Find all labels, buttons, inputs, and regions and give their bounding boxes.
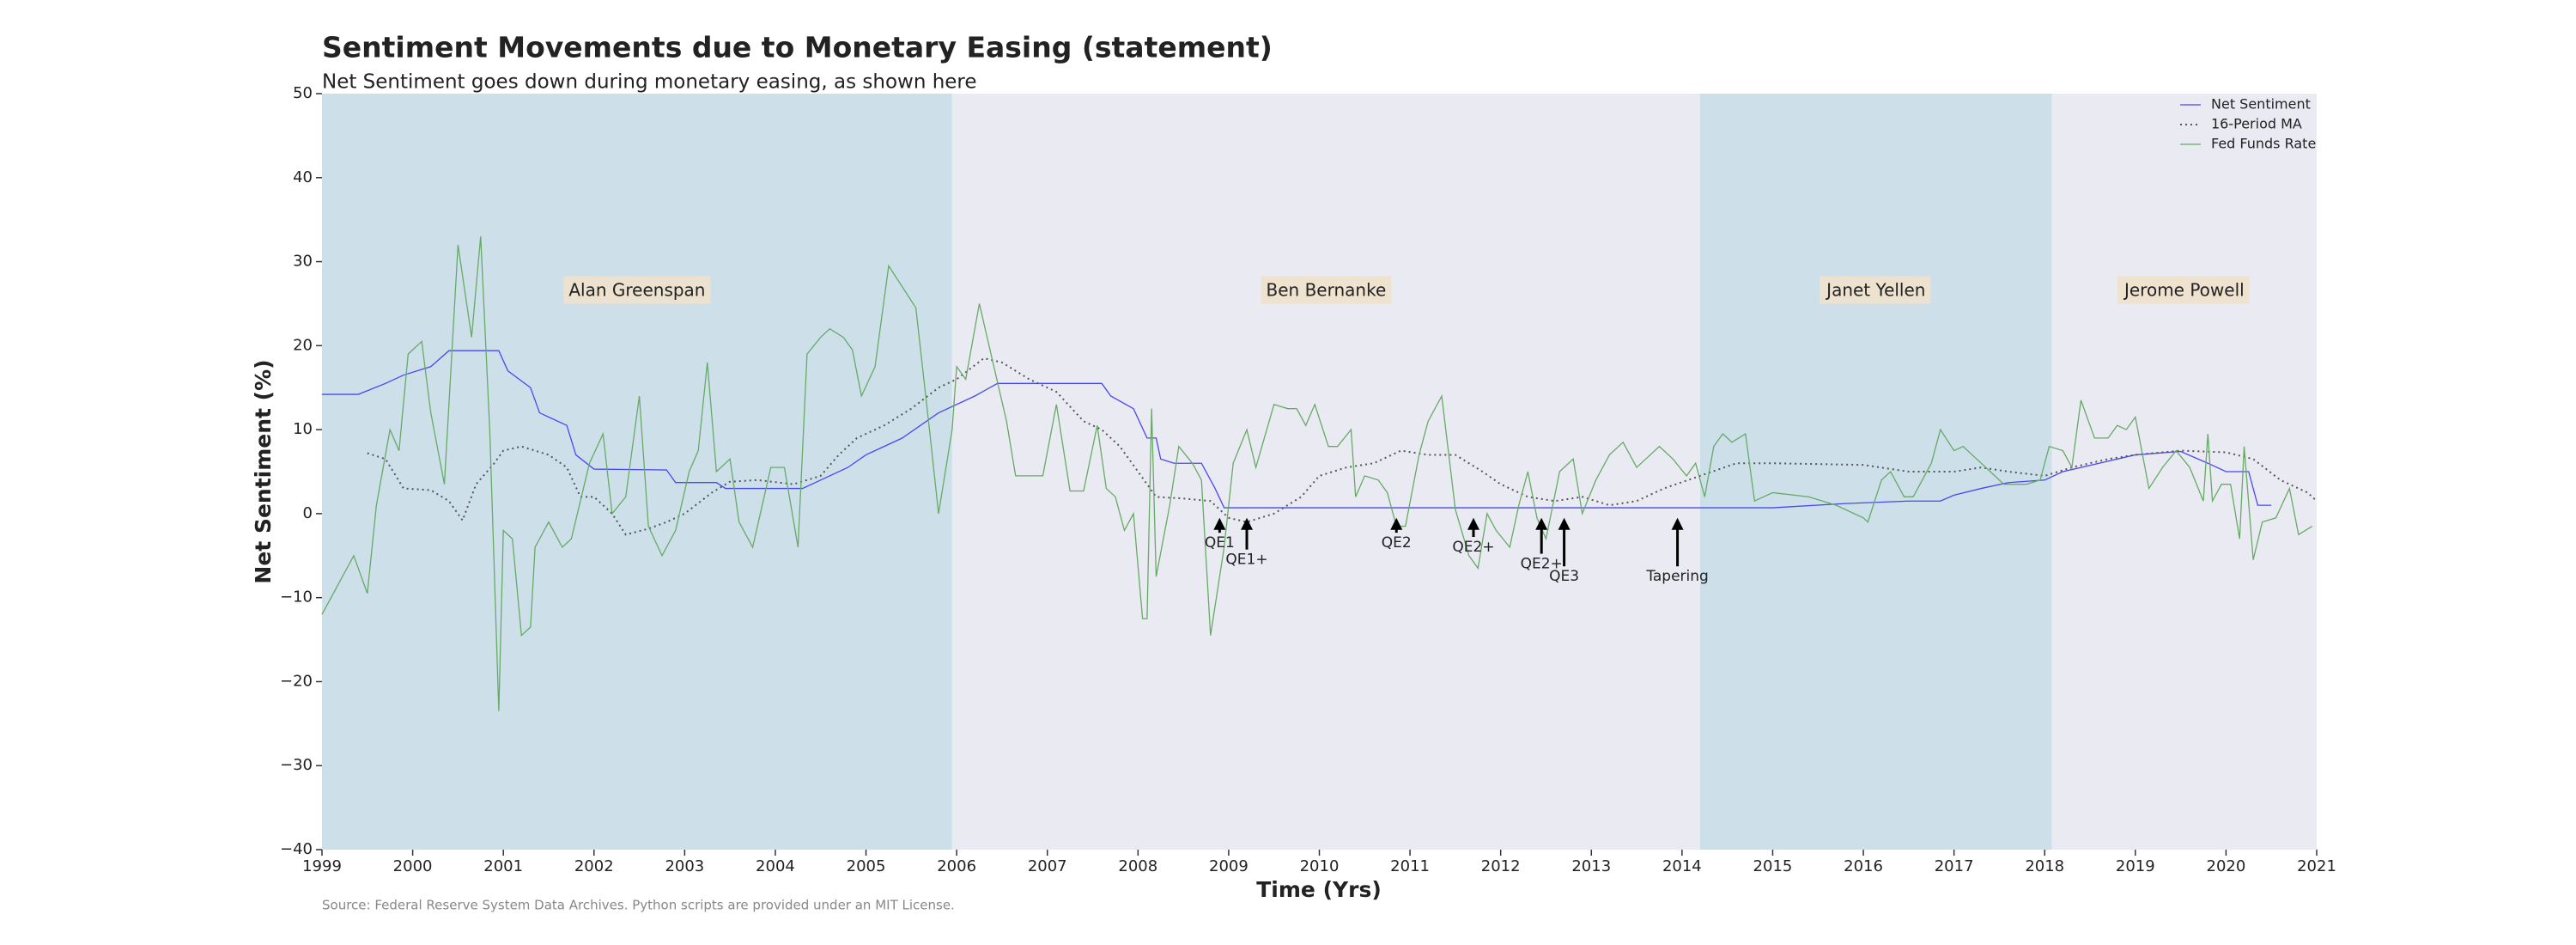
region-label: Janet Yellen (1825, 280, 1925, 301)
arrow-head (1467, 517, 1480, 530)
region-label-box (563, 276, 711, 304)
annotation-arrow (1241, 517, 1254, 550)
series-line (367, 357, 2318, 536)
annotation-arrow (1558, 517, 1571, 567)
lines (321, 236, 2318, 711)
x-tick-label: 2009 (1209, 857, 1249, 875)
x-tick-label: 2013 (1571, 857, 1611, 875)
x-tick-label: 2017 (1935, 857, 1974, 875)
region-label-box (1261, 276, 1392, 304)
region-label-box (2117, 276, 2250, 304)
x-tick-label: 2018 (2025, 857, 2064, 875)
region (322, 94, 952, 850)
region-label: Alan Greenspan (568, 280, 705, 301)
arrow-head (1671, 517, 1684, 530)
annotation-label: QE2 (1382, 534, 1412, 552)
x-tick-label: 2008 (1118, 857, 1157, 875)
x-tick-label: 2016 (1844, 857, 1883, 875)
y-tick-label: −30 (280, 756, 313, 774)
y-tick-label: 30 (293, 253, 313, 271)
arrow-head (1213, 517, 1226, 530)
legend-label: Net Sentiment (2211, 96, 2311, 113)
arrow-head (1558, 517, 1571, 530)
x-tick-label: 2020 (2207, 857, 2246, 875)
annotation-label: QE2+ (1452, 539, 1494, 556)
y-tick-label: 50 (293, 84, 313, 102)
x-tick-label: 2006 (937, 857, 976, 875)
region (2051, 94, 2317, 850)
x-tick-label: 2007 (1028, 857, 1067, 875)
annotation-label: QE2+ (1521, 556, 1563, 573)
y-tick-label: 40 (293, 168, 313, 186)
region (951, 94, 1700, 850)
source-note: Source: Federal Reserve System Data Arch… (322, 898, 955, 913)
x-tick-label: 2012 (1481, 857, 1521, 875)
y-tick-label: −20 (280, 672, 313, 690)
annotation-arrow (1213, 517, 1226, 533)
legend-label: Fed Funds Rate (2211, 136, 2316, 152)
y-axis-label: Net Sentiment (%) (251, 359, 276, 583)
chart-title: Sentiment Movements due to Monetary Easi… (322, 31, 1273, 64)
chart-subtitle: Net Sentiment goes down during monetary … (322, 71, 977, 94)
y-tick-label: −40 (280, 840, 313, 858)
x-tick-label: 2011 (1390, 857, 1430, 875)
x-tick-label: 2003 (665, 857, 704, 875)
arrow-head (1390, 517, 1403, 530)
annotation-arrow (1467, 517, 1480, 537)
x-tick-label: 2001 (483, 857, 523, 875)
annotation-label: Tapering (1645, 568, 1709, 585)
region-label: Ben Bernanke (1267, 280, 1387, 301)
x-tick-label: 2021 (2297, 857, 2336, 875)
series-line (321, 236, 2313, 711)
annotation-label: QE3 (1549, 568, 1579, 585)
x-tick-label: 2010 (1300, 857, 1340, 875)
x-tick-label: 2002 (574, 857, 614, 875)
overlay: −40 −30 −20 −10 0 10 20 30 40 50 1999 2000 2001 2002 2… (280, 84, 2336, 875)
region-label: Jerome Powell (2123, 280, 2245, 301)
x-tick-label: 2000 (393, 857, 433, 875)
x-tick-label: 1999 (302, 857, 342, 875)
y-tick-label: 0 (303, 504, 313, 522)
annotation-arrow (1535, 517, 1548, 554)
annotation-label: QE1+ (1225, 552, 1267, 569)
region-label-box (1820, 276, 1931, 304)
x-tick-label: 2004 (756, 857, 795, 875)
y-tick-label: −10 (280, 588, 313, 607)
x-tick-label: 2015 (1753, 857, 1793, 875)
x-tick-label: 2005 (847, 857, 886, 875)
series-line (322, 350, 2272, 509)
y-tick-label: 20 (293, 336, 313, 354)
annotation-label: QE1 (1205, 534, 1235, 552)
y-tick-label: 10 (293, 420, 313, 438)
annotation-arrow (1390, 517, 1403, 533)
x-axis-label: Time (Yrs) (1256, 877, 1382, 902)
legend-label: 16-Period MA (2211, 116, 2302, 132)
x-tick-label: 2014 (1662, 857, 1702, 875)
arrow-head (1241, 517, 1254, 530)
annotation-arrow (1671, 517, 1684, 567)
x-tick-label: 2019 (2116, 857, 2155, 875)
region (1699, 94, 2052, 850)
arrow-head (1535, 517, 1548, 530)
regions (322, 94, 2317, 850)
